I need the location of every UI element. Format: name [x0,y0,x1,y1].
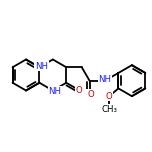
Text: NH: NH [35,62,48,71]
Text: NH: NH [98,75,112,84]
Text: O: O [76,86,83,95]
Text: CH₃: CH₃ [101,105,117,114]
Text: O: O [106,92,112,101]
Text: O: O [87,90,94,99]
Text: NH: NH [48,87,61,96]
